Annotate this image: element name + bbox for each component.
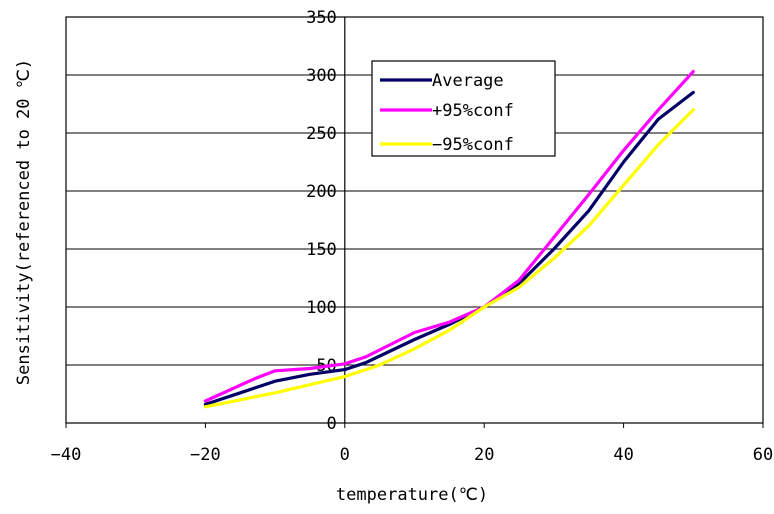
x-axis-title: temperature(℃) (336, 485, 488, 505)
legend-label-1: Average (432, 71, 504, 91)
y-tick-label: 100 (306, 298, 337, 318)
y-tick-label: 350 (306, 8, 337, 28)
series-line-1 (203, 90, 695, 406)
y-tick-label: 200 (306, 182, 337, 202)
y-tick-label: 0 (327, 414, 337, 434)
y-tick-label: 250 (306, 124, 337, 144)
legend-label-3: −95%conf (432, 135, 514, 155)
legend: Average +95%conf −95%conf (371, 60, 556, 157)
x-tick-label: 60 (753, 445, 773, 465)
legend-label-2: +95%conf (432, 101, 514, 121)
x-tick-label: 40 (613, 445, 633, 465)
x-tick-label: 20 (474, 445, 494, 465)
x-tick-label: −20 (190, 445, 221, 465)
series-line-2 (203, 69, 695, 403)
y-tick-label: 150 (306, 240, 337, 260)
y-tick-label: 300 (306, 66, 337, 86)
series-lines (203, 69, 695, 409)
x-tick-label: 0 (340, 445, 350, 465)
y-axis-title: Sensitivity(referenced to 20 ℃) (14, 59, 34, 385)
series-line-3 (203, 108, 695, 409)
x-tick-label: −40 (51, 445, 82, 465)
